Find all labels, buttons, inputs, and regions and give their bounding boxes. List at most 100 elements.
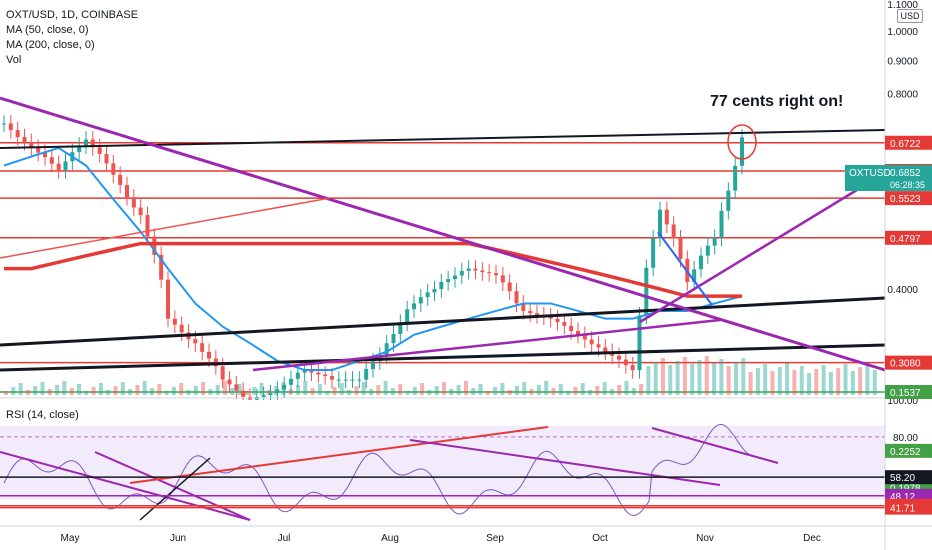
volume-bar	[653, 362, 658, 395]
candle-body	[412, 303, 416, 310]
volume-bar	[215, 385, 220, 395]
level-price-label: 0.2252	[890, 447, 921, 458]
candle-body	[77, 145, 82, 153]
candle-body	[630, 365, 635, 371]
candle-body	[193, 339, 198, 344]
candle-body	[658, 209, 662, 239]
ma200-legend[interactable]: MA (200, close, 0)	[6, 39, 95, 51]
symbol-legend[interactable]: OXT/USD, 1D, COINBASE MA (50, close, 0) …	[6, 8, 138, 68]
price-pane[interactable]: 77 cents right on!	[0, 0, 886, 489]
volume-bar	[850, 371, 855, 395]
candle-body	[651, 238, 656, 268]
rsi-pane[interactable]	[0, 400, 885, 521]
candle-body	[207, 351, 211, 359]
candle-body	[726, 190, 731, 211]
rsi-red-trendline	[129, 426, 549, 484]
currency-badge[interactable]: USD	[897, 9, 923, 23]
vol-legend[interactable]: Vol	[6, 54, 22, 66]
symbol-title: OXT/USD, 1D, COINBASE	[6, 9, 139, 21]
flag-line	[657, 231, 713, 306]
candle-body	[384, 343, 389, 356]
candle-body	[432, 289, 437, 293]
volume-bar	[244, 391, 249, 395]
volume-bar	[631, 388, 636, 395]
volume-bar	[485, 391, 490, 395]
volume-bar	[544, 381, 549, 395]
candle-body	[678, 238, 683, 259]
candle-body	[589, 339, 594, 345]
candle-body	[596, 344, 601, 348]
current-symbol-label: OXTUSD	[849, 168, 891, 179]
candle-body	[398, 322, 403, 335]
candle-body	[644, 267, 649, 316]
candle-body	[371, 361, 375, 370]
rsi-legend[interactable]: RSI (14, close)	[6, 409, 79, 421]
volume-bar	[529, 389, 534, 395]
rsi-band	[0, 425, 885, 500]
candle-body	[159, 254, 164, 280]
ma50-legend[interactable]: MA (50, close, 0)	[6, 24, 89, 36]
volume-bar	[551, 388, 556, 395]
volume-bar	[120, 382, 125, 395]
volume-bar	[405, 391, 410, 395]
candle-body	[227, 379, 232, 385]
volume-bar	[712, 363, 717, 395]
candle-body	[152, 236, 157, 255]
month-tick-label: Sep	[486, 533, 504, 544]
candle-body	[446, 279, 451, 283]
candle-body	[459, 270, 464, 276]
candle-body	[90, 139, 95, 148]
volume-bar	[186, 390, 191, 395]
rsi-line	[3, 423, 752, 517]
candle-body	[439, 282, 444, 290]
price-tick-label: 1.1000	[887, 0, 918, 11]
volume-bar	[142, 381, 147, 395]
candle-body	[514, 291, 519, 304]
candle-body	[172, 318, 177, 325]
candle-body	[521, 303, 526, 311]
volume-bar	[536, 385, 541, 395]
volume-bar	[799, 366, 804, 395]
candle-body	[29, 141, 34, 148]
candle-body	[692, 269, 697, 283]
volume-bar	[763, 364, 768, 395]
volume-bar	[11, 387, 16, 395]
candle-body	[268, 393, 273, 396]
volume-bar	[361, 382, 366, 395]
volume-bar	[354, 386, 359, 395]
volume-bar	[471, 388, 476, 395]
volume-bar	[325, 391, 330, 395]
volume-bar	[427, 390, 432, 395]
rsi-top-trendline	[651, 427, 779, 464]
volume-bar	[719, 359, 724, 395]
candle-body	[671, 224, 676, 239]
breakout-trendline	[639, 180, 871, 324]
candle-body	[213, 358, 218, 367]
volume-bar	[128, 389, 133, 395]
candle-body	[555, 318, 560, 323]
candle-body	[118, 174, 123, 185]
level-price-label: 0.6722	[890, 139, 921, 150]
volume-bar	[741, 358, 746, 395]
volume-bar	[617, 385, 622, 395]
volume-bar	[4, 391, 8, 395]
volume-bar	[602, 382, 607, 395]
candle-body	[131, 197, 136, 208]
candle-body	[22, 137, 27, 142]
candle-body	[617, 355, 621, 360]
candle-body	[241, 390, 246, 397]
resistance-trendline	[0, 129, 886, 149]
candle-body	[453, 275, 457, 280]
downtrend-trendline	[0, 96, 886, 372]
level-price-label: 0.4797	[890, 234, 921, 245]
candle-body	[261, 395, 266, 398]
volume-bar	[230, 388, 235, 395]
candle-body	[220, 366, 225, 380]
rsi-level-label: 41.71	[890, 504, 915, 515]
red-trendline	[0, 197, 331, 259]
month-tick-label: Nov	[696, 533, 714, 544]
volume-bar	[639, 384, 644, 395]
volume-bar	[332, 387, 337, 395]
